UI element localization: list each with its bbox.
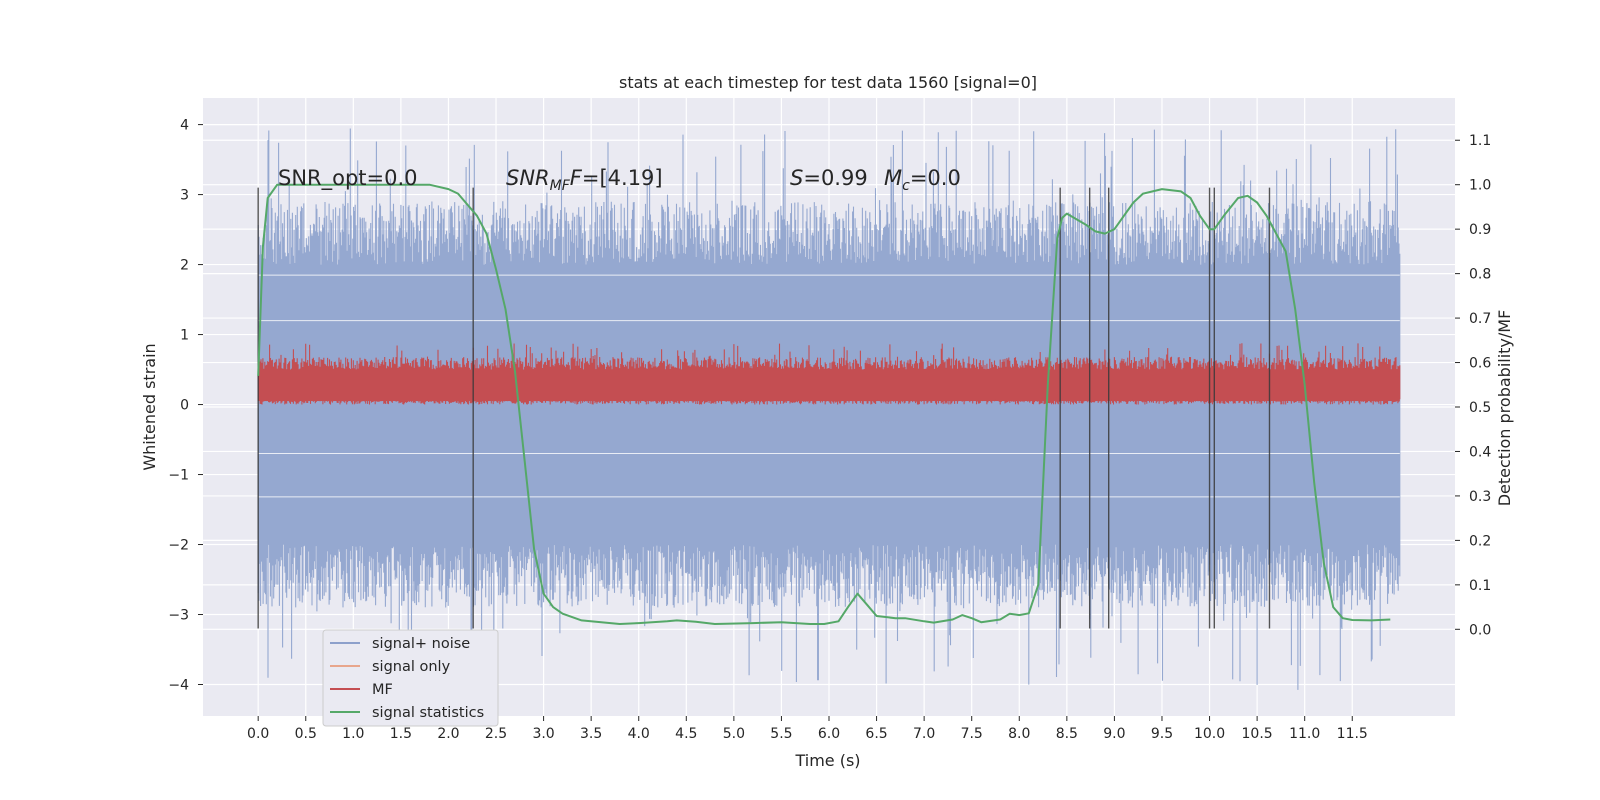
- y2-tick-label: 0.1: [1469, 578, 1491, 594]
- x-tick-label: 8.0: [1008, 726, 1030, 742]
- x-tick-label: 10.5: [1242, 726, 1273, 742]
- x-tick-label: 10.0: [1194, 726, 1225, 742]
- y2-axis-label: Detection probability/MF: [1495, 310, 1514, 507]
- y-tick-label: 2: [180, 258, 189, 274]
- legend-label-noise: signal+ noise: [372, 636, 470, 652]
- x-tick-label: 0.0: [247, 726, 269, 742]
- x-tick-label: 9.5: [1151, 726, 1173, 742]
- legend-label-signal: signal only: [372, 659, 451, 675]
- chart-title: stats at each timestep for test data 156…: [619, 73, 1037, 92]
- y-tick-label: −1: [168, 468, 189, 484]
- annotation-snr-mf: SNRMFF=[4.19]: [506, 166, 663, 194]
- y-tick-label: 3: [180, 188, 189, 204]
- x-axis-label: Time (s): [794, 751, 860, 770]
- axes: 0.0 0.5 1.0 1.5 2.0 2.5 3.0 3.5 4.0 4.5 5.0 5.5 6.0 6…: [168, 118, 1491, 742]
- y2-tick-label: 0.7: [1469, 311, 1491, 327]
- y-tick-label: −3: [168, 608, 189, 624]
- annotation-snr-opt: SNR_opt=0.0: [278, 166, 418, 191]
- x-tick-label: 4.5: [675, 726, 697, 742]
- series-signal-statistics: [257, 183, 1391, 625]
- y2-tick-label: 0.9: [1469, 222, 1491, 238]
- y2-tick-label: 1.1: [1469, 133, 1491, 149]
- x-tick-label: 7.5: [961, 726, 983, 742]
- x-tick-label: 6.5: [865, 726, 887, 742]
- x-tick-label: 0.5: [295, 726, 317, 742]
- x-tick-label: 5.0: [723, 726, 745, 742]
- legend-label-stats: signal statistics: [372, 705, 484, 721]
- x-tick-label: 1.0: [342, 726, 364, 742]
- annotation-mc: Mc=0.0: [884, 166, 961, 194]
- y2-tick-label: 0.8: [1469, 267, 1491, 283]
- y-tick-label: 4: [180, 118, 189, 134]
- y-axis-label: Whitened strain: [140, 343, 159, 470]
- legend-box: [322, 629, 499, 727]
- x-tick-label: 1.5: [390, 726, 412, 742]
- y2-tick-label: 0.5: [1469, 400, 1491, 416]
- y2-tick-label: 1.0: [1469, 178, 1491, 194]
- x-tick-label: 6.0: [818, 726, 840, 742]
- legend: signal+ noise signal only MF signal stat…: [322, 629, 499, 727]
- x-tick-label: 11.0: [1289, 726, 1320, 742]
- y2-tick-label: 0.3: [1469, 489, 1491, 505]
- x-tick-label: 8.5: [1056, 726, 1078, 742]
- x-tick-label: 2.5: [485, 726, 507, 742]
- x-tick-label: 4.0: [628, 726, 650, 742]
- x-tick-label: 9.0: [1103, 726, 1125, 742]
- y2-tick-label: 0.2: [1469, 533, 1491, 549]
- legend-label-mf: MF: [372, 682, 393, 698]
- y2-tick-label: 0.0: [1469, 622, 1491, 638]
- y-tick-label: −4: [168, 678, 189, 694]
- y-tick-label: −2: [168, 538, 189, 554]
- annotation-s: S=0.99: [790, 166, 868, 190]
- x-tick-label: 2.0: [437, 726, 459, 742]
- y-tick-label: 1: [180, 328, 189, 344]
- x-tick-label: 5.5: [770, 726, 792, 742]
- x-tick-label: 3.5: [580, 726, 602, 742]
- x-tick-label: 7.0: [913, 726, 935, 742]
- plot-area: [257, 128, 1401, 690]
- y-tick-label: 0: [180, 398, 189, 414]
- y2-tick-label: 0.4: [1469, 444, 1491, 460]
- x-tick-label: 11.5: [1337, 726, 1368, 742]
- y2-tick-label: 0.6: [1469, 356, 1491, 372]
- x-tick-label: 3.0: [532, 726, 554, 742]
